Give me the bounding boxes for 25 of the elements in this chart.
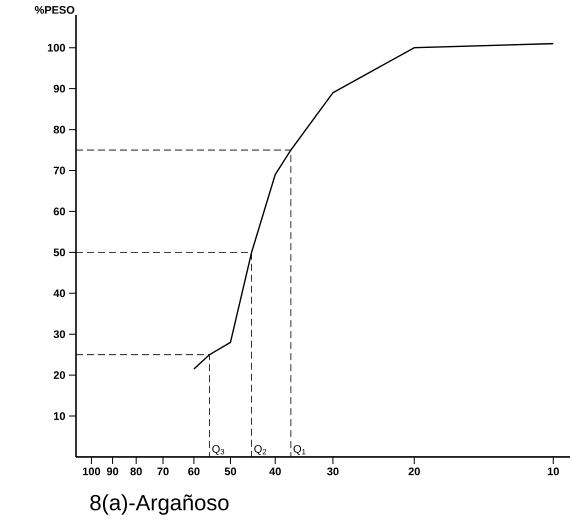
annotation: Q$_{2}$ (254, 445, 266, 455)
x-tick-label: 30 (327, 468, 339, 476)
x-tick-label: 60 (188, 468, 200, 476)
x-tick-label: 10 (548, 468, 559, 476)
y-tick-label: 60 (54, 208, 66, 216)
x-tick-label: 50 (224, 468, 236, 476)
x-tick-label: 20 (408, 468, 420, 476)
y-tick-label: 100 (48, 44, 66, 52)
x-tick-label: 90 (106, 468, 118, 476)
y-tick-label: 40 (53, 289, 66, 298)
annotation: Q$_{3}$ (212, 445, 224, 455)
y-tick-label: 10 (54, 412, 66, 420)
y-tick-label: 50 (54, 248, 66, 256)
y-tick-label: 30 (54, 330, 66, 338)
y-tick-label: 80 (54, 126, 66, 134)
y-tick-label: 90 (54, 84, 66, 93)
x-tick-label: 80 (130, 468, 142, 476)
y-axis-title: %PESO (34, 6, 74, 14)
text: 8(a)-Argañoso (90, 494, 229, 515)
annotation: Q$_{1}$ (294, 445, 306, 455)
y-tick-label: 70 (54, 166, 66, 174)
x-tick-label: 100 (82, 468, 100, 476)
x-tick-label: 70 (157, 468, 169, 476)
x-tick-label: 40 (269, 468, 281, 476)
y-tick-label: 20 (54, 371, 66, 380)
